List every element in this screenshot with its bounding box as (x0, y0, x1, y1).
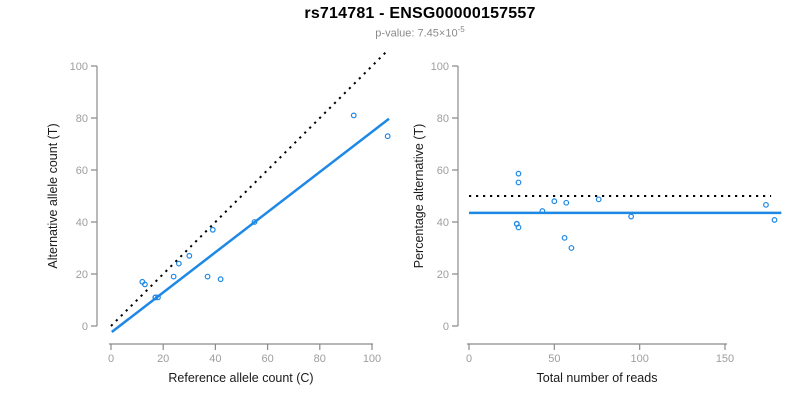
data-point (175, 260, 182, 267)
x-tick-label: 40 (209, 353, 221, 365)
data-point (763, 201, 769, 208)
data-point (209, 226, 216, 233)
x-tick-label: 20 (157, 353, 169, 365)
data-point (515, 170, 522, 177)
figure-title: rs714781 - ENSG00000157557 (304, 5, 536, 22)
data-point (152, 294, 159, 301)
data-point (515, 224, 522, 231)
data-point (204, 273, 211, 280)
y-tick-label: 100 (70, 61, 88, 73)
y-axis-title: Alternative allele count (T) (46, 123, 60, 268)
pvalue-text: p-value: 7.45×10 (375, 27, 458, 40)
identity-line (110, 50, 388, 327)
y-tick-label: 40 (437, 217, 449, 229)
figure-subtitle: p-value: 7.45×10-5 (40, 25, 800, 40)
x-tick-label: 50 (548, 353, 560, 365)
data-point (628, 213, 635, 220)
x-axis-title: Reference allele count (C) (168, 371, 313, 385)
y-axis-title: Percentage alternative (T) (412, 124, 426, 269)
x-axis-title: Total number of reads (537, 371, 658, 385)
data-point (771, 217, 778, 223)
y-tick-label: 20 (76, 269, 88, 281)
data-point (350, 112, 357, 119)
data-point (251, 219, 258, 225)
y-axis (452, 65, 459, 327)
data-point (515, 179, 522, 186)
data-point (186, 252, 193, 259)
y-tick-label: 0 (443, 321, 449, 333)
data-point (142, 281, 148, 288)
data-point (561, 234, 568, 241)
y-tick-label: 60 (76, 165, 88, 177)
data-point (539, 208, 546, 214)
x-axis (467, 343, 727, 350)
data-point (170, 273, 177, 280)
y-tick-label: 40 (76, 217, 88, 229)
x-tick-label: 60 (261, 353, 273, 365)
regression-line (111, 117, 390, 333)
data-point (384, 133, 391, 140)
x-tick-label: 150 (716, 353, 734, 365)
x-tick-label: 80 (314, 353, 326, 365)
y-tick-label: 100 (431, 61, 449, 73)
y-tick-label: 0 (82, 321, 88, 333)
y-tick-label: 60 (437, 165, 449, 177)
data-point (217, 276, 224, 283)
x-axis (109, 343, 373, 350)
y-axis (91, 65, 98, 327)
pvalue-exponent: -5 (457, 25, 465, 34)
x-tick-label: 100 (363, 353, 381, 365)
data-point (155, 294, 161, 301)
y-tick-label: 80 (76, 113, 88, 125)
data-point (551, 198, 558, 205)
data-point (595, 196, 602, 203)
data-point (563, 199, 570, 206)
y-tick-label: 80 (437, 113, 449, 125)
y-tick-label: 20 (437, 269, 449, 281)
x-tick-label: 100 (630, 353, 648, 365)
x-tick-label: 0 (108, 353, 114, 365)
x-tick-label: 0 (466, 353, 472, 365)
data-point (568, 245, 575, 251)
